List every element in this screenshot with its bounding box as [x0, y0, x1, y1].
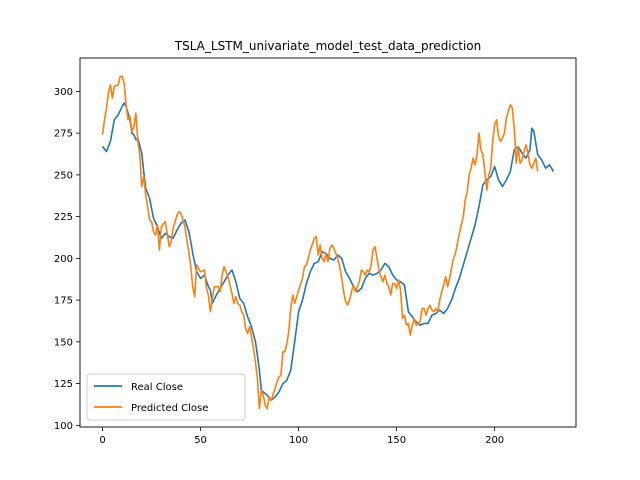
legend: Real Close Predicted Close: [86, 373, 246, 421]
x-tick-label: 50: [194, 435, 207, 446]
x-tick-label: 100: [289, 435, 308, 446]
y-tick-label: 150: [54, 337, 73, 348]
chart-title: TSLA_LSTM_univariate_model_test_data_pre…: [174, 39, 481, 53]
y-tick-label: 125: [54, 379, 73, 390]
x-tick-label: 150: [387, 435, 406, 446]
plot-area: [101, 75, 555, 410]
x-tick-label: 0: [99, 435, 105, 446]
legend-box: [86, 373, 246, 421]
y-tick-label: 250: [54, 170, 73, 181]
y-axis: 100 125 150 175 200 225 250 275 300: [54, 87, 80, 432]
y-tick-label: 100: [54, 421, 73, 432]
y-tick-label: 275: [54, 129, 73, 140]
legend-label-real-close: Real Close: [131, 382, 183, 393]
x-tick-label: 200: [485, 435, 504, 446]
legend-label-predicted-close: Predicted Close: [131, 403, 208, 414]
y-tick-label: 300: [54, 87, 73, 98]
x-axis: 0 50 100 150 200: [99, 427, 504, 446]
y-tick-label: 200: [54, 254, 73, 265]
y-tick-label: 225: [54, 212, 73, 223]
plot-frame: [79, 57, 577, 428]
y-tick-label: 175: [54, 296, 73, 307]
series-line-predicted-close: [101, 75, 539, 410]
